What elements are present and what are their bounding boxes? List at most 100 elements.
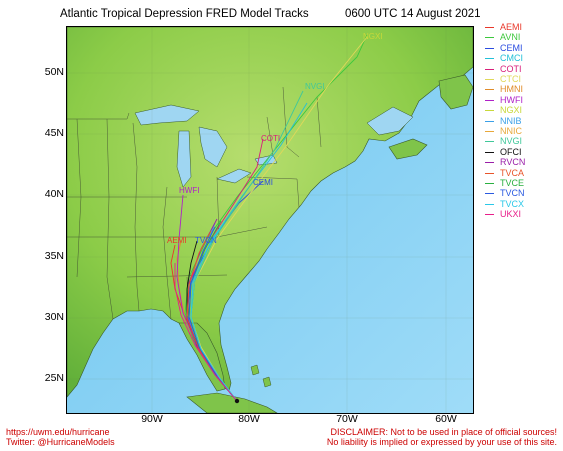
gulf-st-lawrence — [366, 106, 414, 136]
legend-label: OFCI — [500, 146, 522, 157]
lat-label-45n: 45N — [44, 127, 64, 139]
legend-swatch — [485, 172, 494, 174]
legend-item-nvgi: NVGI — [485, 136, 555, 147]
legend-item-ngxi: NGXI — [485, 105, 555, 116]
graticule — [67, 27, 473, 413]
legend-item-avni: AVNI — [485, 32, 555, 43]
legend-label: NNIB — [500, 115, 522, 126]
legend-swatch — [485, 162, 494, 164]
legend-label: HWFI — [500, 94, 523, 105]
legend-item-tvcx: TVCX — [485, 199, 555, 210]
legend-label: COTI — [500, 63, 522, 74]
legend-swatch — [485, 37, 494, 39]
legend-item-aemi: AEMI — [485, 22, 555, 33]
lake-superior — [134, 104, 200, 126]
footer-disclaimer: DISCLAIMER: Not to be used in place of o… — [327, 427, 557, 447]
label-tvcn: TVCN — [195, 236, 217, 245]
legend-label: CMCI — [500, 53, 523, 64]
lat-label-40n: 40N — [44, 188, 64, 200]
label-aemi: AEMI — [167, 236, 187, 245]
lon-label-90w: 90W — [141, 413, 163, 425]
legend-item-ofci: OFCI — [485, 147, 555, 158]
legend-label: CTCI — [500, 74, 521, 84]
lat-label-30n: 30N — [44, 311, 64, 323]
lon-label-70w: 70W — [336, 413, 358, 425]
legend-label: NGXI — [500, 105, 523, 116]
lon-label-80w: 80W — [238, 413, 260, 425]
legend-label: HMNI — [500, 84, 523, 95]
legend-item-tvca: TVCA — [485, 168, 555, 179]
lat-label-25n: 25N — [44, 372, 64, 384]
legend-label: TVCA — [500, 167, 525, 178]
map-title: Atlantic Tropical Depression FRED Model … — [60, 8, 309, 20]
legend-label: RVCN — [500, 157, 526, 168]
track-hwfi — [176, 194, 238, 402]
lat-label-50n: 50N — [44, 66, 64, 78]
legend-item-cmci: CMCI — [485, 53, 555, 64]
legend-swatch — [485, 141, 494, 143]
legend-swatch — [485, 58, 494, 60]
legend-item-coti: COTI — [485, 64, 555, 75]
legend-label: CEMI — [500, 42, 523, 53]
lake-huron — [198, 126, 228, 168]
legend-item-tvce: TVCE — [485, 178, 555, 189]
legend-label: AEMI — [500, 22, 523, 32]
legend-item-ukxi: UKXI — [485, 209, 555, 220]
legend-swatch — [485, 151, 494, 153]
label-hwfi: HWFI — [179, 186, 199, 195]
legend-label: AVNI — [500, 32, 521, 43]
legend-item-cemi: CEMI — [485, 43, 555, 54]
legend-item-nnic: NNIC — [485, 126, 555, 137]
land-cuba — [186, 392, 278, 413]
legend-swatch — [485, 120, 494, 122]
legend-swatch — [485, 110, 494, 112]
label-ngxi: NGXI — [363, 32, 383, 41]
label-nvgi: NVGI — [305, 82, 325, 91]
track-ctci — [190, 36, 368, 402]
legend-swatch — [485, 99, 494, 101]
legend-label: UKXI — [500, 209, 522, 220]
track-tvcx — [190, 220, 238, 402]
disclaimer-line-2: No liability is implied or expressed by … — [326, 437, 557, 447]
legend-label: TVCN — [500, 188, 525, 199]
legend-swatch — [485, 131, 494, 132]
label-coti: COTI — [261, 134, 280, 143]
legend-swatch — [485, 27, 494, 28]
legend-item-hmni: HMNI — [485, 84, 555, 95]
legend-label: NNIC — [500, 126, 522, 136]
legend-swatch — [485, 203, 494, 205]
map-canvas: NVGI COTI CEMI HWFI AEMI TVCN NGXI — [67, 27, 473, 413]
lake-erie — [216, 168, 252, 184]
lat-label-35n: 35N — [44, 250, 64, 262]
legend-label: TVCX — [500, 198, 525, 209]
legend-item-ctci: CTCI — [485, 74, 555, 85]
legend-swatch — [485, 183, 494, 184]
map-panel: NVGI COTI CEMI HWFI AEMI TVCN NGXI — [66, 26, 474, 414]
legend-swatch — [485, 79, 494, 80]
disclaimer-line-1: DISCLAIMER: Not to be used in place of o… — [330, 427, 557, 437]
storm-position-marker — [234, 398, 240, 404]
legend-swatch — [485, 89, 494, 91]
legend-label: TVCE — [500, 178, 525, 188]
land-nova-scotia — [388, 138, 428, 160]
footer-credits: https://uwm.edu/hurricane Twitter: @Hurr… — [6, 427, 115, 447]
land-florida — [178, 322, 226, 392]
legend-swatch — [485, 193, 494, 195]
footer-url[interactable]: https://uwm.edu/hurricane — [6, 427, 110, 437]
legend-label: NVGI — [500, 136, 523, 147]
lon-label-60w: 60W — [435, 413, 457, 425]
legend-item-tvcn: TVCN — [485, 188, 555, 199]
map-datetime: 0600 UTC 14 August 2021 — [345, 8, 481, 20]
land-bahamas — [250, 364, 272, 388]
legend-item-rvcn: RVCN — [485, 157, 555, 168]
legend-swatch — [485, 68, 494, 70]
lake-michigan — [176, 130, 192, 188]
footer-twitter: Twitter: @HurricaneModels — [6, 437, 115, 447]
track-ukxi — [174, 263, 238, 402]
legend-item-hwfi: HWFI — [485, 95, 555, 106]
model-tracks — [170, 34, 368, 402]
legend-item-nnib: NNIB — [485, 116, 555, 127]
legend-swatch — [485, 214, 494, 216]
legend-swatch — [485, 47, 494, 49]
label-cemi: CEMI — [253, 178, 273, 187]
